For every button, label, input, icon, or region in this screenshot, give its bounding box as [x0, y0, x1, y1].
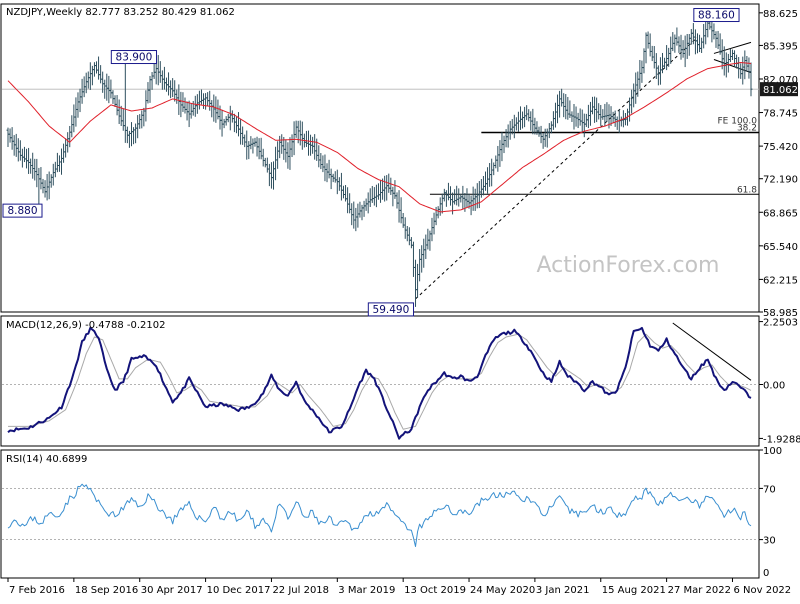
rsi-line — [7, 483, 752, 547]
rsi-axis-label: 70 — [763, 484, 776, 495]
price-axis-label: 62.215 — [763, 275, 798, 286]
price-axis-label: 72.190 — [763, 175, 798, 186]
ma-line — [7, 62, 752, 213]
price-bars — [6, 15, 753, 307]
price-axis-label: 75.420 — [763, 142, 798, 153]
time-axis-label: 18 Sep 2016 — [75, 585, 138, 596]
price-axis-label: 82.070 — [763, 75, 798, 86]
time-axis-label: 3 Mar 2019 — [338, 585, 395, 596]
fib-level-label: 38.2 — [737, 124, 757, 134]
rsi-axis-label: 30 — [763, 536, 776, 547]
macd-axis-label: 2.2503 — [763, 318, 798, 329]
macd-axis-label: 0.00 — [763, 380, 785, 391]
time-axis-label: 7 Feb 2016 — [9, 585, 65, 596]
price-annotation: 59.490 — [367, 302, 415, 317]
rsi-series — [7, 483, 752, 547]
price-axis-label: 78.745 — [763, 109, 798, 120]
macd-line — [7, 326, 752, 440]
price-annotations: 8.880 83.900 59.490 88.160 — [2, 8, 740, 317]
rsi-panel-header: RSI(14) 40.6899 — [6, 454, 87, 465]
fib-level-label: 61.8 — [737, 185, 757, 195]
rsi-axis-label: 100 — [763, 446, 782, 457]
fib-level-label: FE 100.0 — [718, 117, 758, 127]
time-axis-label: 24 May 2020 — [470, 585, 535, 596]
time-axis-label: 15 Aug 2021 — [602, 585, 666, 596]
price-bar — [749, 62, 753, 97]
macd-series — [7, 326, 752, 440]
time-axis-label: 22 Jul 2018 — [272, 585, 329, 596]
price-axis-label: 68.865 — [763, 208, 798, 219]
moving-average — [7, 62, 752, 213]
price-axis-label: 58.985 — [763, 308, 798, 319]
price-annotation: 8.880 — [2, 203, 43, 218]
macd-trendline — [672, 322, 752, 381]
panel-headers: NZDJPY,Weekly 82.777 83.252 80.429 81.06… — [6, 7, 235, 465]
axis-labels: 88.625 85.395 82.070 78.745 75.420 72.190 68.8… — [7, 9, 800, 596]
price-annotation-label: 8.880 — [7, 205, 37, 217]
time-axis-label: 13 Oct 2019 — [404, 585, 466, 596]
current-price-label: 81.062 — [763, 85, 798, 96]
time-axis-label: 10 Dec 2017 — [207, 585, 271, 596]
price-axis-label: 88.625 — [763, 9, 798, 20]
macd-signal-line — [8, 333, 752, 430]
macd-axis-label: -1.9288 — [763, 434, 800, 445]
price-annotation-label: 88.160 — [698, 10, 735, 22]
time-axis-label: 27 Mar 2022 — [668, 585, 731, 596]
watermark-text: ActionForex.com — [537, 253, 720, 278]
macd-panel-header: MACD(12,26,9) -0.4788 -0.2102 — [6, 320, 166, 331]
price-annotation-label: 59.490 — [373, 304, 410, 316]
price-axis-label: 85.395 — [763, 41, 798, 52]
price-panel-header: NZDJPY,Weekly 82.777 83.252 80.429 81.06… — [6, 7, 235, 18]
price-annotation-box — [110, 50, 158, 65]
rsi-axis-label: 0 — [763, 568, 769, 579]
price-annotation-label: 83.900 — [116, 52, 153, 64]
price-axis-label: 65.540 — [763, 242, 798, 253]
price-annotation-box — [2, 203, 43, 218]
price-annotation-box — [367, 302, 415, 317]
time-axis-label: 6 Nov 2022 — [733, 585, 791, 596]
price-annotation-box — [693, 8, 740, 23]
current-price-box — [760, 82, 798, 97]
watermark-layer: ActionForex.com — [537, 253, 720, 278]
trendline-dashed — [415, 36, 698, 300]
price-annotation: 88.160 — [693, 8, 740, 23]
price-annotation: 83.900 — [110, 50, 158, 65]
time-axis-label: 30 Apr 2017 — [141, 585, 203, 596]
time-axis-label: 3 Jan 2021 — [536, 585, 590, 596]
